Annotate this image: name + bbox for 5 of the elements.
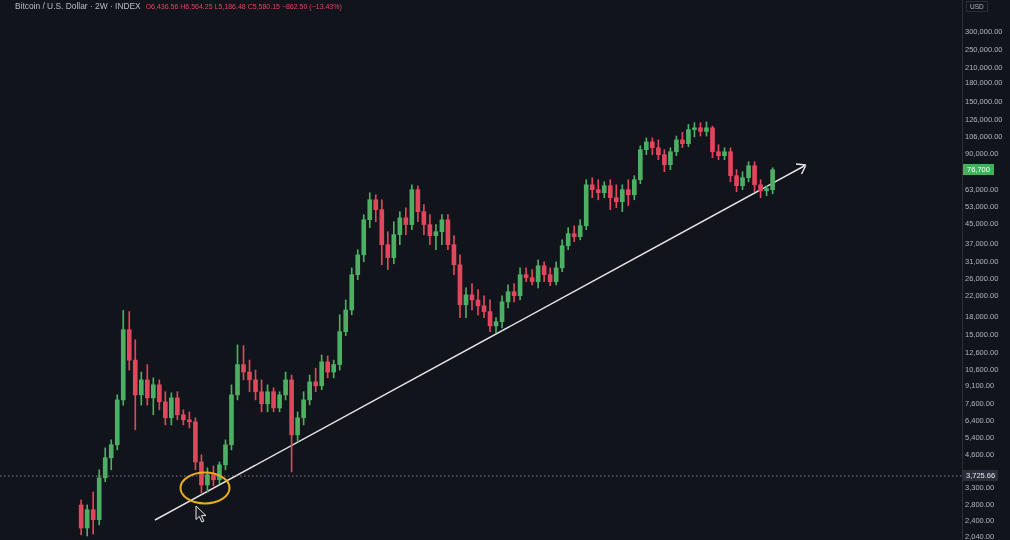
candlestick (511, 283, 517, 303)
candlestick (625, 179, 631, 206)
candlestick (571, 225, 577, 242)
chart-title: Bitcoin / U.S. Dollar · 2W · INDEX (15, 1, 141, 12)
candlestick (433, 224, 439, 251)
